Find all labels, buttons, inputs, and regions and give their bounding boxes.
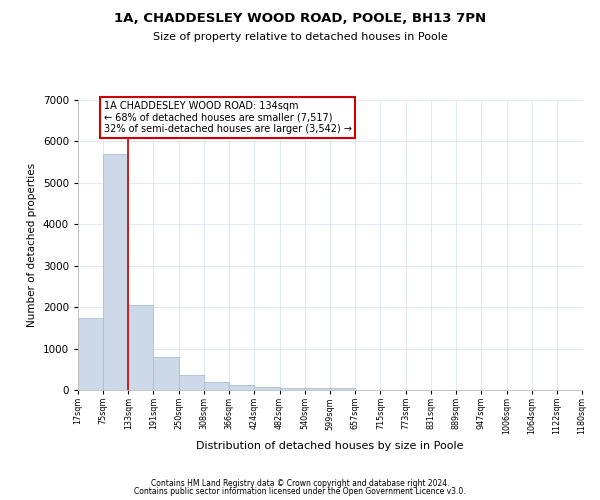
- Bar: [330, 388, 355, 390]
- Text: Size of property relative to detached houses in Poole: Size of property relative to detached ho…: [152, 32, 448, 42]
- Bar: [78, 318, 103, 390]
- Bar: [305, 388, 330, 390]
- Bar: [204, 382, 229, 390]
- Bar: [128, 305, 154, 390]
- X-axis label: Distribution of detached houses by size in Poole: Distribution of detached houses by size …: [196, 442, 464, 452]
- Bar: [179, 374, 204, 390]
- Bar: [229, 386, 254, 390]
- Y-axis label: Number of detached properties: Number of detached properties: [27, 163, 37, 327]
- Bar: [280, 388, 305, 390]
- Bar: [154, 357, 179, 390]
- Text: 1A CHADDESLEY WOOD ROAD: 134sqm
← 68% of detached houses are smaller (7,517)
32%: 1A CHADDESLEY WOOD ROAD: 134sqm ← 68% of…: [104, 101, 352, 134]
- Text: Contains public sector information licensed under the Open Government Licence v3: Contains public sector information licen…: [134, 487, 466, 496]
- Bar: [103, 154, 128, 390]
- Bar: [254, 387, 280, 390]
- Text: 1A, CHADDESLEY WOOD ROAD, POOLE, BH13 7PN: 1A, CHADDESLEY WOOD ROAD, POOLE, BH13 7P…: [114, 12, 486, 26]
- Text: Contains HM Land Registry data © Crown copyright and database right 2024.: Contains HM Land Registry data © Crown c…: [151, 478, 449, 488]
